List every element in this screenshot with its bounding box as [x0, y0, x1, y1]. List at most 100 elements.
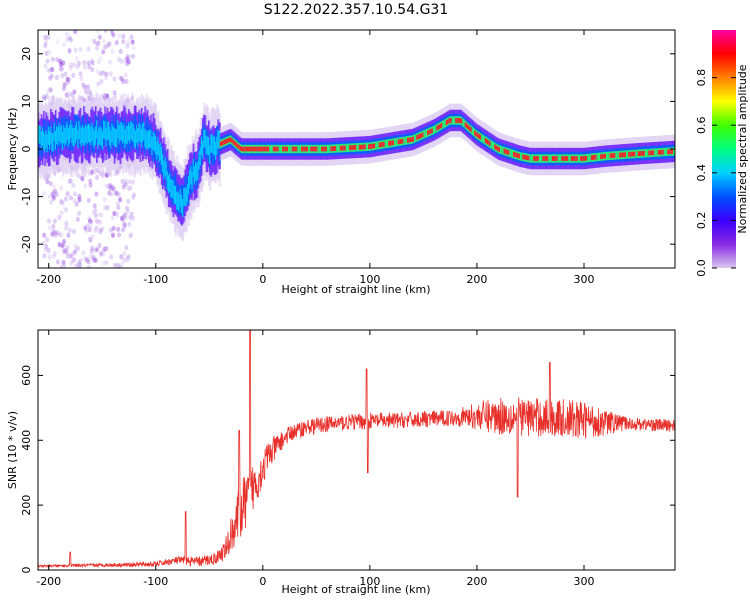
spectrogram-ridge-cell: [290, 144, 293, 154]
spectrogram-ridge-peak: [388, 141, 391, 146]
spectrogram-noise-cell: [110, 215, 115, 221]
spectrogram-ridge-peak: [431, 128, 434, 134]
spectrogram-ridge-cell: [216, 136, 219, 155]
spectrogram-noise-cell: [97, 219, 102, 225]
spectrogram-ridge-peak: [238, 144, 241, 150]
spectrogram-noise-cell: [57, 230, 62, 237]
spectrogram-noise-cell: [48, 67, 53, 74]
spectrogram-ridge-peak: [505, 149, 509, 155]
spectrogram-ridge-cell: [138, 122, 141, 142]
spectrogram-ridge-cell: [105, 128, 108, 147]
spectrogram-noise-cell: [125, 60, 130, 67]
spectrogram-ridge-cell: [111, 123, 114, 142]
spectrogram-ridge-peak: [662, 149, 665, 155]
spectrogram-ridge-peak: [224, 139, 227, 145]
spectrogram-ridge-cell: [328, 144, 331, 154]
spectrogram-ridge-cell: [280, 144, 284, 154]
spectrogram-ridge-peak: [285, 146, 288, 152]
spectrogram-ridge-cell: [38, 125, 41, 144]
spectrogram-noise-cell: [47, 49, 52, 55]
spectrogram-noise-cell: [94, 45, 99, 51]
spectrogram-noise-cell: [44, 39, 49, 45]
spectrogram-ridge-peak: [630, 151, 633, 157]
spectrogram-noise-cell: [53, 188, 58, 194]
spectrogram-ridge-peak: [485, 138, 489, 144]
spectrogram-ridge-peak: [650, 150, 653, 156]
spectrogram-ridge-cell: [91, 122, 94, 142]
spectrogram-ridge-peak: [255, 146, 258, 152]
spectrogram-noise-cell: [89, 58, 94, 64]
spectrogram-noise-cell: [98, 70, 103, 77]
spectrogram-ridge-cell: [151, 136, 154, 156]
spectrogram-ridge-cell: [550, 154, 553, 163]
spectrogram-ridge-peak: [571, 156, 575, 161]
spectrogram-ridge-cell: [588, 153, 591, 163]
spectrogram-ridge-cell: [136, 124, 139, 144]
spectrogram-noise-cell: [112, 89, 117, 96]
spectrogram-ridge-peak: [239, 145, 242, 151]
spectrogram-ridge-cell: [607, 151, 610, 161]
spectrogram-noise-cell: [117, 192, 122, 198]
spectrogram-ridge-peak: [584, 155, 588, 161]
spectrogram-noise-cell: [50, 191, 55, 197]
spectrogram-ridge-cell: [140, 129, 144, 148]
spectrogram-ridge-peak: [601, 154, 604, 159]
spectrogram-noise-cell: [67, 178, 72, 185]
spectrogram-noise-cell: [63, 71, 68, 77]
spectrogram-ridge-cell: [375, 141, 378, 150]
snr-xtick-label: 100: [359, 575, 380, 588]
spectrogram-noise-cell: [90, 66, 95, 73]
spectrogram-noise-cell: [99, 78, 104, 84]
spectrogram-ridge-cell: [198, 151, 201, 170]
spectrogram-ridge-peak: [583, 156, 586, 161]
snr-xtick-label: 0: [259, 575, 266, 588]
spectrogram-ridge-peak: [498, 147, 502, 152]
spectrogram-ridge-cell: [89, 124, 92, 144]
spectrogram-noise-cell: [88, 238, 93, 244]
spectrogram-noise-cell: [98, 34, 103, 40]
spectrogram-ridge-cell: [615, 151, 618, 160]
spectrogram-ridge-cell: [45, 130, 48, 149]
spectrogram-noise-cell: [94, 225, 99, 231]
spectrogram-noise-cell: [65, 76, 70, 82]
spectrogram-noise-cell: [67, 48, 72, 54]
colorbar-tick-label: 0.8: [695, 69, 708, 87]
spectrogram-noise-cell: [93, 247, 98, 253]
snr-ylabel: SNR (10 * v/v): [6, 411, 19, 489]
spectrogram-ridge-peak: [256, 146, 259, 152]
spectrogram-ridge-peak: [252, 146, 255, 152]
spectrogram-ridge-peak: [514, 152, 517, 157]
spectrogram-noise-cell: [126, 198, 131, 205]
spectrogram-ridge-peak: [408, 137, 411, 143]
spectrogram-ytick-label: 10: [20, 94, 33, 108]
spectrogram-ridge-cell: [454, 116, 457, 125]
spectrogram-noise-cell: [90, 234, 95, 240]
spectrogram-ridge-peak: [600, 154, 603, 160]
spectrogram-noise-cell: [124, 43, 129, 49]
spectrogram-noise-cell: [57, 241, 62, 248]
snr-xlabel: Height of straight line (km): [281, 583, 430, 596]
spectrogram-ridge-peak: [448, 118, 451, 124]
snr-series-line: [38, 330, 675, 569]
spectrogram-ridge-cell: [112, 126, 115, 145]
spectrogram-ridge-cell: [180, 194, 184, 214]
spectrogram-ridge-cell: [126, 125, 129, 145]
spectrogram-ridge-cell: [288, 144, 291, 154]
spectrogram-ridge-cell: [204, 129, 207, 148]
spectrogram-noise-cell: [121, 184, 126, 190]
spectrogram-noise-cell: [102, 196, 107, 203]
spectrogram-ridge-peak: [543, 156, 546, 161]
spectrogram-noise-cell: [131, 45, 136, 51]
spectrogram-noise-cell: [83, 183, 88, 189]
spectrogram-ridge-cell: [673, 147, 675, 156]
spectrogram-noise-cell: [77, 210, 82, 216]
spectrogram-ridge-peak: [250, 146, 253, 152]
spectrogram-ridge-peak: [382, 142, 385, 147]
spectrogram-ridge-cell: [647, 148, 650, 158]
spectrogram-ridge-cell: [60, 124, 63, 143]
spectrogram-ridge-peak: [335, 146, 338, 151]
spectrogram-ridge-cell: [70, 119, 73, 139]
spectrogram-ridge-peak: [458, 118, 461, 123]
spectrogram-noise-cell: [74, 201, 79, 207]
spectrogram-noise-cell: [122, 213, 127, 219]
